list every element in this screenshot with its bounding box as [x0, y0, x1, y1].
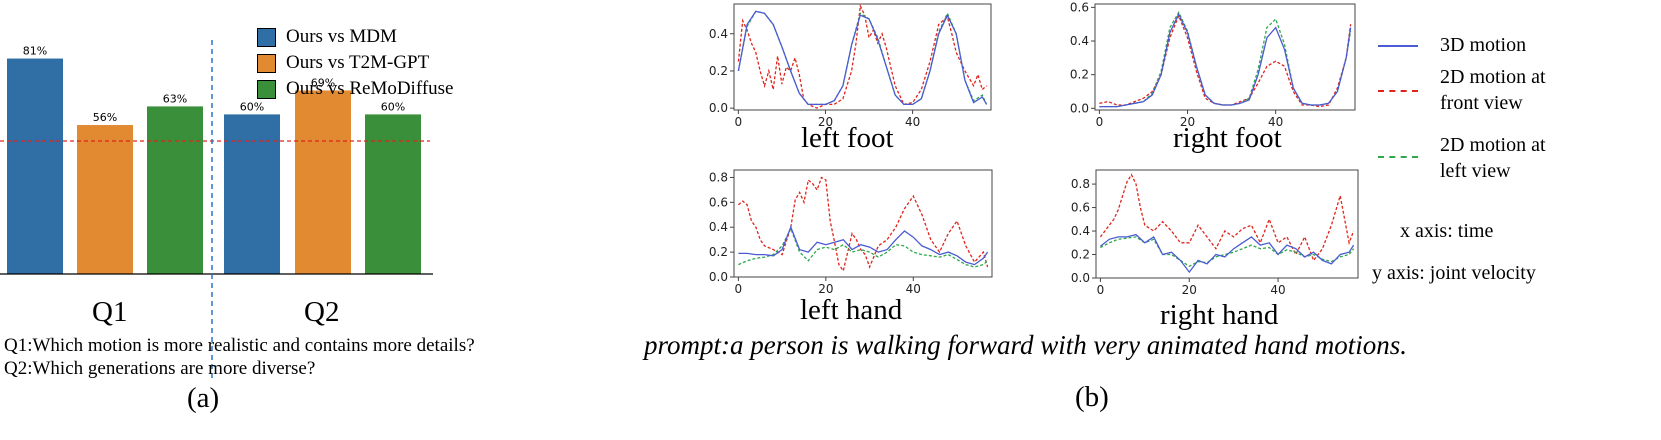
- x-tick-label: 40: [1270, 283, 1285, 297]
- legend-label-t2m-gpt: Ours vs T2M-GPT: [286, 52, 430, 73]
- bar-q1-mdm: [7, 58, 63, 274]
- legend-swatch-mdm: [257, 27, 276, 47]
- subplot-frame-right-foot: [1094, 3, 1356, 111]
- series-line-left-hand-front: [737, 176, 989, 273]
- y-axis-note: y axis: joint velocity: [1372, 262, 1536, 284]
- subplot-title-left-hand: left hand: [800, 294, 903, 326]
- y-tick-label: 0.0: [709, 101, 728, 115]
- y-tick-label: 0.4: [709, 220, 728, 234]
- series-line-right-hand-3d: [1099, 233, 1355, 274]
- y-tick-label: 0.4: [709, 27, 728, 41]
- series-line-right-hand-front: [1099, 173, 1355, 262]
- y-tick-label: 0.4: [1070, 34, 1089, 48]
- legend-label-front-1: 2D motion at: [1440, 66, 1546, 88]
- bar-q2-remodiffuse: [365, 114, 421, 275]
- legend-label-left-2: left view: [1440, 160, 1511, 182]
- series-line-left-hand-left: [738, 226, 989, 268]
- bar-chart: 81% 60% 56% 69% 63% 60%: [0, 40, 433, 378]
- group-label-q2: Q2: [304, 296, 340, 328]
- legend-line-left: [1378, 156, 1418, 158]
- subplot-title-left-foot: left foot: [801, 122, 894, 154]
- x-tick-label: 0: [1096, 115, 1104, 129]
- y-tick-label: 0.2: [709, 245, 728, 259]
- legend-item-remodiffuse: Ours vs ReMoDiffuse: [257, 78, 453, 100]
- question-2: Q2:Which generations are more diverse?: [4, 358, 316, 379]
- y-tick-label: 0.6: [709, 195, 728, 209]
- y-tick-label: 0.8: [1071, 177, 1090, 191]
- bar-q1-t2m-gpt: [77, 125, 133, 274]
- legend-line-3d: [1378, 45, 1418, 47]
- x-tick-label: 0: [735, 282, 743, 296]
- group-label-q1: Q1: [92, 296, 128, 328]
- y-tick-label: 0.2: [1070, 68, 1089, 82]
- panel-a: 81% 60% 56% 69% 63% 60% Ours vs MDM Ours vs T…: [0, 0, 620, 440]
- panel-b: 0.0 0.2 0.4 0 20 40 0.0 0.2 0.4 0.6 0 20 40 0.0 0.2 0.4…: [620, 0, 1661, 440]
- y-tick-label: 0.0: [1071, 271, 1090, 285]
- legend-swatch-remodiffuse: [257, 79, 276, 99]
- series-line-left-hand-3d: [738, 225, 989, 266]
- series-line-right-foot-3d: [1099, 12, 1352, 108]
- panel-label-a: (a): [187, 382, 220, 414]
- y-tick-label: 0.8: [709, 170, 728, 184]
- x-tick-label: 40: [1268, 115, 1283, 129]
- subplot-title-right-hand: right hand: [1160, 299, 1279, 331]
- bar-q1-remodiffuse: [147, 106, 203, 274]
- subplot-frame-right-hand: [1095, 169, 1359, 279]
- bar-q2-t2m-gpt: [295, 90, 351, 275]
- legend-swatch-t2m-gpt: [257, 53, 276, 73]
- x-tick-label: 40: [906, 282, 921, 296]
- question-1: Q1:Which motion is more realistic and co…: [4, 335, 475, 356]
- y-tick-label: 0.4: [1071, 224, 1090, 238]
- bar-value-label: 56%: [93, 111, 117, 124]
- subplot-title-right-foot: right foot: [1173, 122, 1282, 154]
- y-tick-label: 0.6: [1070, 0, 1089, 14]
- panel-label-b: (b): [1075, 381, 1109, 413]
- line-charts: 0.0 0.2 0.4 0 20 40 0.0 0.2 0.4 0.6 0 20 40 0.0 0.2 0.4…: [709, 0, 1359, 297]
- x-tick-label: 40: [905, 115, 920, 129]
- legend-label-remodiffuse: Ours vs ReMoDiffuse: [286, 78, 454, 99]
- bar-value-label: 60%: [240, 100, 264, 113]
- legend-line-front: [1378, 90, 1418, 92]
- subplot-frame-left-hand: [733, 169, 993, 278]
- bar-q2-mdm: [224, 114, 280, 275]
- x-tick-label: 20: [818, 115, 833, 129]
- x-tick-label: 0: [1097, 283, 1105, 297]
- subplot-frame-left-foot: [733, 3, 992, 111]
- legend-label-mdm: Ours vs MDM: [286, 26, 397, 47]
- x-tick-label: 20: [818, 282, 833, 296]
- series-line-left-foot-3d: [737, 10, 988, 106]
- legend-item-mdm: Ours vs MDM: [257, 26, 397, 48]
- x-tick-label: 20: [1182, 283, 1197, 297]
- legend-label-front-2: front view: [1440, 92, 1523, 114]
- x-tick-label: 0: [735, 115, 743, 129]
- x-axis-note: x axis: time: [1400, 220, 1494, 242]
- prompt-caption: prompt:a person is walking forward with …: [644, 330, 1407, 360]
- y-tick-label: 0.0: [709, 270, 728, 284]
- series-line-left-foot-front: [737, 3, 988, 109]
- legend-label-left-1: 2D motion at: [1440, 134, 1546, 156]
- y-tick-label: 0.2: [1071, 248, 1090, 262]
- y-tick-label: 0.2: [709, 64, 728, 78]
- bar-value-label: 69%: [311, 76, 335, 89]
- bar-value-label: 60%: [381, 100, 405, 113]
- y-tick-label: 0.0: [1070, 101, 1089, 115]
- bar-value-label: 63%: [163, 92, 187, 105]
- y-tick-label: 0.6: [1071, 201, 1090, 215]
- x-tick-label: 20: [1180, 115, 1195, 129]
- legend-label-3d: 3D motion: [1440, 34, 1527, 56]
- bar-value-label: 81%: [23, 45, 47, 58]
- legend-item-t2m-gpt: Ours vs T2M-GPT: [257, 52, 429, 74]
